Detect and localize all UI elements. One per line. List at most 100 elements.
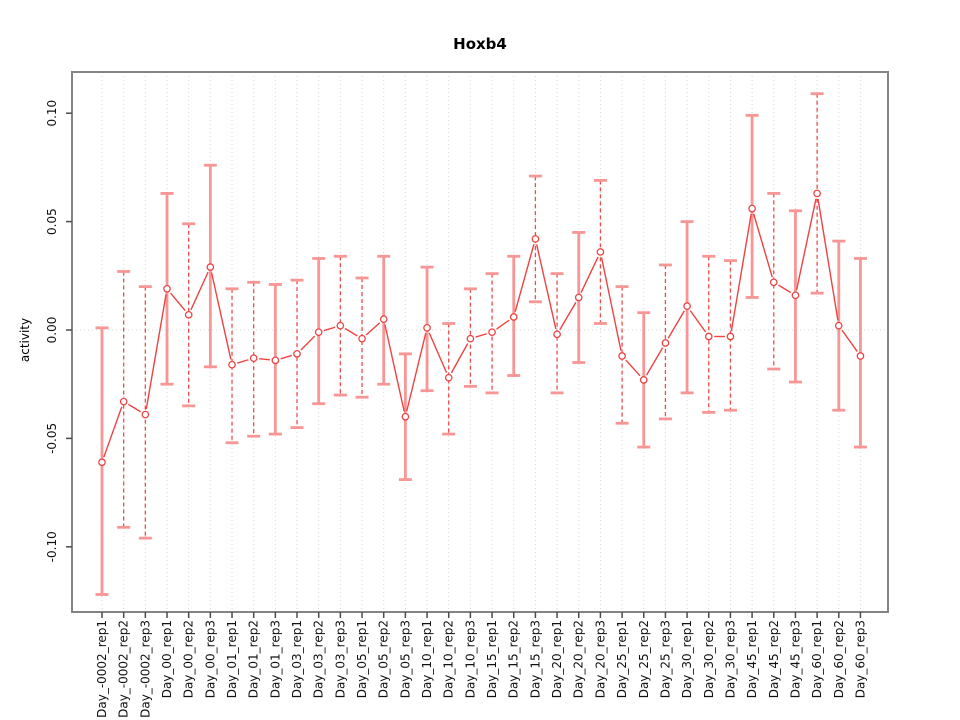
x-tick-label: Day_-0002_rep1 <box>95 620 109 718</box>
series-segment <box>428 332 448 373</box>
series-segment <box>475 333 487 338</box>
y-tick-label: 0.10 <box>45 100 59 127</box>
data-point-marker <box>683 302 691 311</box>
y-tick-label: 0.00 <box>45 317 59 344</box>
x-tick-label: Day_05_rep2 <box>377 620 391 698</box>
series-segment <box>667 310 685 339</box>
series-segment <box>730 213 752 332</box>
x-tick-label: Day_30_rep3 <box>723 620 737 698</box>
series-segment <box>778 284 792 294</box>
x-tick-label: Day_03_rep1 <box>290 620 304 698</box>
x-tick-label: Day_10_rep1 <box>420 620 434 698</box>
data-point-marker <box>423 323 431 332</box>
series-segment <box>600 257 622 351</box>
x-tick-label: Day_45_rep2 <box>767 620 781 698</box>
series-segment <box>190 271 209 311</box>
series-segment <box>259 358 270 361</box>
data-point-marker <box>249 354 258 363</box>
data-point-marker <box>813 189 821 198</box>
series-segment <box>535 244 557 330</box>
series-segment <box>645 347 664 376</box>
x-tick-label: Day_05_rep1 <box>355 620 369 698</box>
series-segment <box>237 359 249 364</box>
x-tick-label: Day_01_rep2 <box>247 620 261 698</box>
data-point-marker <box>531 235 540 243</box>
data-point-marker <box>509 313 518 321</box>
x-tick-label: Day_60_rep1 <box>810 620 824 698</box>
series-segment <box>145 294 167 410</box>
data-point-marker <box>639 376 648 384</box>
series-segment <box>103 406 123 458</box>
data-point-marker <box>661 339 670 347</box>
data-point-marker <box>596 248 605 256</box>
data-point-marker <box>379 315 388 324</box>
data-point-marker <box>401 412 410 421</box>
series-segment <box>384 324 405 412</box>
data-point-marker <box>184 310 193 319</box>
data-point-marker <box>769 278 778 287</box>
data-point-marker <box>748 204 756 213</box>
series-segment <box>128 403 141 413</box>
x-tick-label: Day_25_rep2 <box>637 620 651 698</box>
x-tick-label: Day_03_rep2 <box>312 620 326 698</box>
data-point-marker <box>271 356 280 365</box>
series-segment <box>344 327 358 337</box>
x-tick-label: Day_15_rep1 <box>485 620 499 698</box>
data-point-marker <box>98 458 106 467</box>
x-tick-label: Day_30_rep1 <box>680 620 694 698</box>
x-tick-label: Day_15_rep3 <box>528 620 542 698</box>
series-segment <box>795 198 817 291</box>
x-tick-label: Day_60_rep2 <box>832 620 846 698</box>
series-segment <box>817 198 839 321</box>
y-tick-label: 0.05 <box>45 208 59 235</box>
series-segment <box>752 213 773 278</box>
data-point-marker <box>141 410 150 419</box>
series-segment <box>406 333 427 412</box>
data-point-marker <box>704 332 713 341</box>
x-tick-label: Day_25_rep1 <box>615 620 629 698</box>
data-point-marker <box>163 284 171 293</box>
y-tick-label: -0.10 <box>45 531 59 562</box>
series-segment <box>323 326 336 332</box>
x-tick-label: Day_10_rep3 <box>463 620 477 698</box>
data-point-marker <box>488 328 496 337</box>
x-tick-label: Day_-0002_rep2 <box>117 620 131 718</box>
x-tick-label: Day_20_rep3 <box>593 620 607 698</box>
x-tick-label: Day_20_rep1 <box>550 620 564 698</box>
x-tick-label: Day_45_rep1 <box>745 620 759 698</box>
series-segment <box>300 335 316 351</box>
data-point-marker <box>293 349 301 358</box>
series-segment <box>841 329 858 352</box>
x-tick-label: Day_01_rep3 <box>268 620 282 698</box>
data-point-marker <box>358 334 366 343</box>
data-point-marker <box>553 330 561 339</box>
x-tick-label: Day_15_rep2 <box>507 620 521 698</box>
data-point-marker <box>791 291 800 300</box>
data-point-marker <box>856 352 865 360</box>
series-segment <box>514 244 535 312</box>
x-tick-label: Day_25_rep3 <box>658 620 672 698</box>
chart-title: Hoxb4 <box>453 35 507 53</box>
series-segment <box>169 292 186 312</box>
x-tick-label: Day_30_rep2 <box>702 620 716 698</box>
series-segment <box>559 301 577 330</box>
series-segment <box>580 256 599 293</box>
data-point-marker <box>206 263 215 271</box>
plot-frame <box>71 71 889 613</box>
series-segment <box>689 310 707 333</box>
data-point-marker <box>466 334 475 343</box>
series-segment <box>450 343 469 374</box>
data-point-marker <box>314 328 323 337</box>
x-tick-label: Day_20_rep2 <box>572 620 586 698</box>
x-tick-label: Day_00_rep3 <box>203 620 217 698</box>
series-segment <box>280 354 292 360</box>
series-segment <box>365 322 381 336</box>
y-tick-label: -0.05 <box>45 423 59 454</box>
data-point-marker <box>336 321 345 330</box>
data-point-marker <box>228 360 236 369</box>
x-tick-label: Day_00_rep2 <box>182 620 196 698</box>
series-segment <box>210 272 232 360</box>
series-segment <box>496 319 510 330</box>
x-tick-label: Day_10_rep2 <box>442 620 456 698</box>
